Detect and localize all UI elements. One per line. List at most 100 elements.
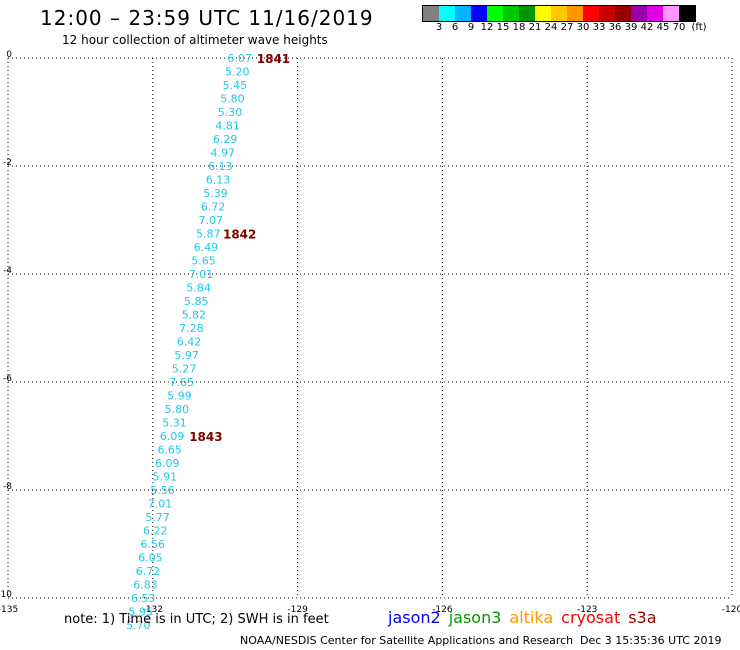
swh-value: 5.20 — [225, 66, 250, 79]
legend-label: 24 — [544, 22, 558, 33]
legend-swatch — [583, 6, 599, 21]
legend-label: (ft) — [691, 22, 707, 33]
x-tick-label: -132 — [143, 605, 163, 615]
satellite-name: jason3 — [448, 608, 502, 627]
time-label: 1842 — [223, 228, 256, 242]
swh-value: 6.83 — [133, 579, 158, 592]
legend-swatch — [455, 6, 471, 21]
time-label: 1843 — [189, 430, 222, 444]
legend-swatch — [439, 6, 455, 21]
swh-value: 6.22 — [143, 525, 168, 538]
legend-label: 9 — [467, 22, 475, 33]
swh-value: 5.65 — [191, 255, 216, 268]
x-tick-label: -123 — [577, 605, 597, 615]
credit-line: NOAA/NESDIS Center for Satellite Applica… — [240, 634, 574, 647]
x-tick-label: -120 — [722, 605, 740, 615]
legend-label: 18 — [512, 22, 526, 33]
legend-swatch — [567, 6, 583, 21]
legend-swatch — [551, 6, 567, 21]
legend-swatch — [503, 6, 519, 21]
legend-label: 33 — [592, 22, 606, 33]
legend-label: 15 — [496, 22, 510, 33]
legend-label: 36 — [608, 22, 622, 33]
legend-label: 42 — [640, 22, 654, 33]
swh-value: 6.09 — [155, 457, 180, 470]
swh-value: 5.70 — [126, 619, 151, 632]
swh-value: 5.80 — [220, 93, 245, 106]
swh-value: 5.87 — [196, 228, 221, 241]
swh-value: 5.82 — [182, 309, 207, 322]
satellite-name: cryosat — [561, 608, 621, 627]
legend-label: 21 — [528, 22, 542, 33]
color-legend — [422, 5, 696, 22]
legend-swatch — [647, 6, 663, 21]
swh-value: 6.56 — [141, 538, 166, 551]
x-tick-label: -126 — [432, 605, 453, 615]
swh-value: 5.77 — [145, 511, 170, 524]
legend-label: 30 — [576, 22, 590, 33]
swh-value: 4.81 — [215, 120, 240, 133]
swh-value: 6.49 — [194, 241, 219, 254]
swh-value: 5.85 — [184, 295, 209, 308]
swh-value: 6.53 — [131, 592, 156, 605]
legend-swatch — [535, 6, 551, 21]
legend-label: 45 — [656, 22, 670, 33]
swh-value: 6.65 — [157, 444, 182, 457]
swh-value: 5.91 — [153, 471, 178, 484]
swh-value: 7.01 — [189, 268, 214, 281]
swh-value: 5.30 — [218, 106, 243, 119]
legend-label: 70 — [672, 22, 686, 33]
swh-value: 7.65 — [170, 376, 195, 389]
satellite-name: jason2 — [388, 608, 441, 627]
swh-value: 6.05 — [138, 552, 163, 565]
swh-value: 5.97 — [174, 349, 199, 362]
legend-swatch — [663, 6, 679, 21]
swh-value: 6.09 — [160, 430, 185, 443]
swh-value: 5.80 — [165, 403, 190, 416]
legend-label: 3 — [435, 22, 443, 33]
map-subtitle: 12 hour collection of altimeter wave hei… — [62, 33, 328, 47]
swh-value: 6.72 — [201, 201, 226, 214]
swh-value: 6.29 — [213, 133, 238, 146]
y-tick-label: 0 — [6, 50, 12, 60]
time-label: 1841 — [257, 52, 290, 66]
timestamp: Dec 3 15:35:36 UTC 2019 — [580, 634, 722, 647]
map-title: 12:00 – 23:59 UTC 11/16/2019 — [40, 6, 374, 30]
legend-swatch — [487, 6, 503, 21]
legend-label: 27 — [560, 22, 574, 33]
x-tick-label: -129 — [287, 605, 308, 615]
swh-value: 5.99 — [167, 390, 192, 403]
swh-value: 5.31 — [162, 417, 187, 430]
y-tick-label: -2 — [3, 158, 12, 168]
swh-value: 5.95 — [128, 606, 153, 619]
y-tick-label: -10 — [0, 590, 12, 600]
legend-label: 12 — [480, 22, 494, 33]
legend-swatch — [423, 6, 439, 21]
color-legend-labels: 3 6 9 12 15 18 21 24 27 30 33 36 39 42 45 70 (ft) — [422, 22, 740, 34]
swh-value: 6.42 — [177, 336, 202, 349]
swh-value: 6.72 — [136, 565, 161, 578]
satellite-name: altika — [509, 608, 554, 627]
swh-value: 6.07 — [227, 52, 252, 65]
swh-value: 5.84 — [186, 282, 211, 295]
legend-swatch — [631, 6, 647, 21]
swh-value: 5.45 — [223, 79, 248, 92]
swh-value: 5.39 — [203, 187, 228, 200]
legend-swatch — [615, 6, 631, 21]
satellite-name: s3a — [628, 608, 657, 627]
legend-swatch — [679, 6, 695, 21]
swh-value: 5.27 — [172, 363, 197, 376]
legend-label: 6 — [451, 22, 459, 33]
footnote: note: 1) Time is in UTC; 2) SWH is in fe… — [64, 612, 329, 627]
satellite-legend: jason2 jason3 altika cryosat s3a — [388, 608, 665, 627]
x-tick-label: -135 — [0, 605, 18, 615]
swh-value: 6.13 — [208, 160, 233, 173]
legend-label: 39 — [624, 22, 638, 33]
swh-value: 4.97 — [211, 147, 236, 160]
swh-value: 6.13 — [206, 174, 231, 187]
legend-swatch — [471, 6, 487, 21]
swh-value: 7.07 — [198, 214, 223, 227]
legend-swatch — [519, 6, 535, 21]
swh-value: 7.01 — [148, 498, 173, 511]
